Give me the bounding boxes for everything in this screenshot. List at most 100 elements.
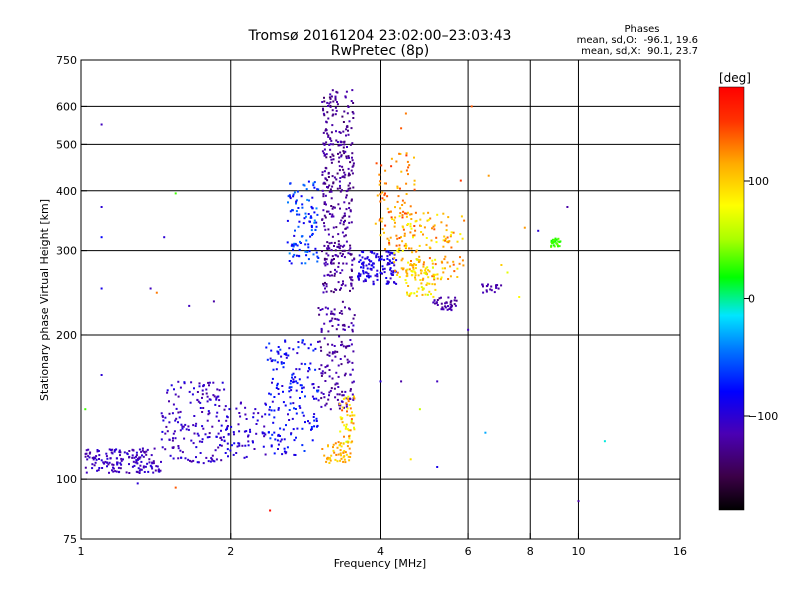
data-point bbox=[566, 206, 569, 208]
data-point bbox=[337, 281, 340, 284]
data-point bbox=[299, 240, 301, 243]
data-point bbox=[362, 261, 365, 264]
data-point bbox=[111, 448, 114, 451]
y-tick-label: 400 bbox=[56, 185, 77, 198]
data-point bbox=[309, 235, 312, 238]
data-point bbox=[272, 421, 275, 424]
data-point bbox=[394, 269, 396, 272]
data-point bbox=[313, 181, 316, 184]
data-point bbox=[296, 352, 299, 355]
data-point bbox=[197, 434, 200, 437]
data-point bbox=[327, 134, 330, 137]
data-point bbox=[323, 203, 326, 205]
x-tick-label: 6 bbox=[465, 545, 472, 558]
data-point bbox=[262, 445, 265, 448]
data-point bbox=[238, 444, 241, 447]
data-point bbox=[386, 263, 389, 266]
data-point bbox=[378, 173, 381, 176]
data-point bbox=[411, 251, 414, 254]
data-point bbox=[337, 160, 340, 163]
data-point bbox=[331, 317, 334, 320]
data-point bbox=[216, 411, 219, 414]
data-point bbox=[330, 158, 333, 161]
data-point bbox=[431, 262, 434, 265]
data-point bbox=[295, 199, 298, 202]
data-point bbox=[340, 255, 343, 257]
data-point bbox=[380, 164, 383, 167]
data-point bbox=[340, 454, 342, 457]
data-point bbox=[320, 374, 323, 377]
data-point bbox=[344, 227, 347, 230]
data-point bbox=[332, 446, 334, 449]
data-point bbox=[296, 213, 298, 216]
data-point bbox=[214, 403, 217, 406]
data-point bbox=[424, 269, 427, 272]
data-point bbox=[322, 142, 325, 145]
data-point bbox=[349, 209, 352, 212]
data-point bbox=[313, 425, 316, 428]
data-point bbox=[395, 234, 398, 237]
data-point bbox=[376, 253, 379, 256]
data-point bbox=[244, 406, 247, 409]
data-point bbox=[202, 384, 205, 387]
data-point bbox=[239, 402, 242, 405]
data-point bbox=[551, 242, 553, 245]
data-point bbox=[227, 455, 229, 458]
data-point bbox=[339, 190, 342, 193]
data-point bbox=[151, 467, 154, 470]
data-point bbox=[334, 113, 337, 116]
data-point bbox=[308, 368, 311, 371]
data-point bbox=[226, 426, 229, 429]
data-point bbox=[343, 355, 346, 358]
data-point bbox=[175, 417, 178, 420]
data-point bbox=[428, 270, 431, 273]
data-point bbox=[339, 131, 342, 134]
data-point bbox=[376, 269, 379, 272]
data-point bbox=[394, 206, 396, 209]
y-tick-label: 75 bbox=[63, 533, 77, 546]
data-point bbox=[307, 370, 310, 373]
data-point bbox=[330, 258, 333, 261]
data-point bbox=[89, 451, 92, 454]
data-point bbox=[322, 209, 325, 212]
data-point bbox=[436, 380, 439, 383]
data-point bbox=[325, 129, 328, 132]
data-point bbox=[430, 239, 433, 242]
data-point bbox=[435, 236, 438, 239]
data-point bbox=[100, 287, 103, 290]
data-point bbox=[346, 410, 348, 413]
data-point bbox=[204, 433, 207, 436]
data-point bbox=[329, 137, 332, 140]
data-point bbox=[323, 214, 326, 217]
data-point bbox=[353, 397, 356, 400]
data-point bbox=[169, 454, 172, 457]
data-point bbox=[138, 469, 141, 472]
data-point bbox=[156, 465, 159, 468]
data-point bbox=[432, 266, 434, 269]
data-point bbox=[322, 131, 325, 134]
data-point bbox=[115, 470, 118, 473]
data-point bbox=[345, 262, 348, 265]
data-point bbox=[343, 143, 346, 146]
data-point bbox=[145, 453, 148, 456]
data-point bbox=[220, 424, 223, 427]
data-point bbox=[296, 382, 299, 385]
data-point bbox=[269, 393, 272, 396]
data-point bbox=[334, 268, 336, 271]
data-point bbox=[133, 464, 136, 467]
data-point bbox=[336, 350, 339, 353]
data-point bbox=[324, 129, 327, 132]
data-point bbox=[294, 408, 297, 410]
data-point bbox=[220, 429, 222, 432]
data-point bbox=[275, 387, 278, 389]
data-point bbox=[349, 452, 352, 455]
data-point bbox=[180, 456, 183, 459]
data-point bbox=[331, 153, 334, 156]
data-point bbox=[332, 143, 335, 146]
data-point bbox=[158, 470, 161, 473]
data-point bbox=[359, 273, 362, 276]
data-point bbox=[323, 148, 326, 151]
data-point bbox=[313, 413, 316, 416]
y-tick-label: 200 bbox=[56, 329, 77, 342]
data-point bbox=[217, 395, 220, 398]
